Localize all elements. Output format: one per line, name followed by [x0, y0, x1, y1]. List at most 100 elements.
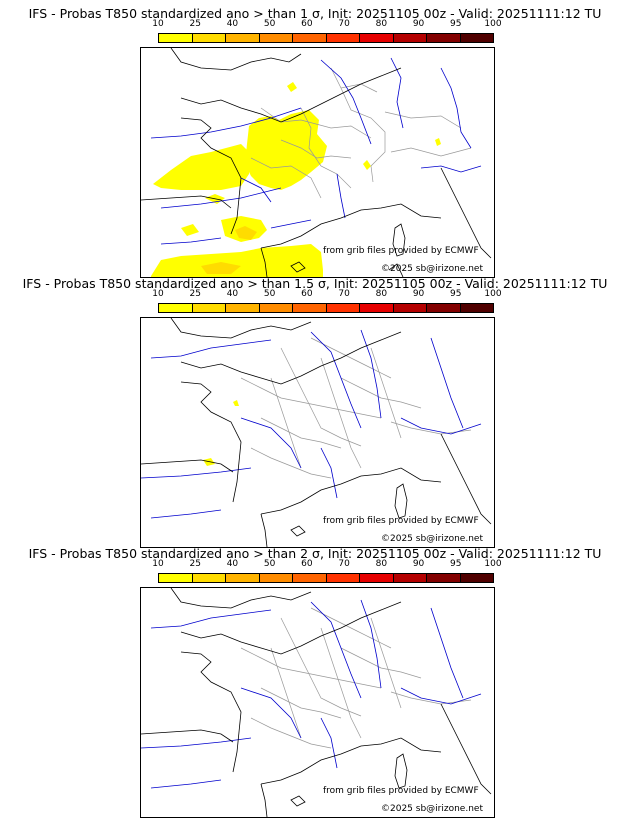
colorbar-tick-label: 80 [375, 289, 388, 299]
coast-channel [180, 67, 402, 123]
colorbar-segment [226, 304, 260, 312]
coast-brittany [180, 117, 242, 235]
border-line [260, 417, 342, 449]
colorbar-tick-label: 90 [412, 289, 425, 299]
coast-iberia-east [260, 783, 268, 817]
probability-field-mid [201, 226, 257, 274]
coast-corsica [394, 483, 408, 519]
border-line [240, 647, 382, 689]
colorbar-tick-label: 25 [189, 19, 201, 29]
colorbar-tick-label: 50 [263, 559, 276, 569]
river-line [150, 509, 222, 519]
prob-area-small [181, 224, 199, 236]
colorbar-segment [427, 34, 461, 42]
border-line [310, 607, 392, 649]
prob-area-dot [233, 400, 239, 406]
river-line [310, 601, 362, 699]
credit-source: from grib files provided by ECMWF [323, 246, 479, 256]
prob-area-south [151, 244, 323, 277]
rivers [150, 57, 482, 245]
coast-corsica [394, 753, 408, 789]
admin-borders [240, 607, 472, 749]
colorbar-tick-label: 70 [338, 19, 350, 29]
river-line [320, 447, 338, 499]
colorbar [158, 33, 494, 43]
river-line [240, 177, 272, 203]
panel-2sigma: IFS - Probas T850 standardized ano > tha… [0, 546, 630, 818]
river-line [430, 607, 464, 699]
colorbar-segment [360, 304, 394, 312]
coastlines [141, 588, 492, 817]
colorbar-tick-label: 80 [375, 559, 388, 569]
coast-med [260, 737, 442, 785]
coast-corsica [392, 223, 406, 257]
prob-area-north [287, 82, 297, 92]
river-line [400, 687, 482, 705]
colorbar-segment [427, 304, 461, 312]
coast-italy [440, 167, 492, 259]
river-line [150, 107, 302, 139]
coast-spain [141, 729, 234, 743]
colorbar-tick-label: 95 [450, 289, 462, 299]
colorbar-tick-label: 40 [226, 19, 239, 29]
coast-med [260, 467, 442, 515]
colorbar-tick-label: 10 [152, 19, 164, 29]
coast-uk [170, 588, 312, 609]
colorbar-segment [293, 574, 327, 582]
colorbar-tick-label: 25 [189, 559, 201, 569]
colorbar-segment [226, 574, 260, 582]
coast-brittany [180, 381, 242, 503]
colorbar-tick-label: 90 [412, 559, 425, 569]
river-line [240, 687, 302, 739]
panel-1sigma: IFS - Probas T850 standardized ano > tha… [0, 6, 630, 278]
colorbar-segment [192, 34, 226, 42]
border-line [370, 617, 402, 709]
credit-copyright: ©2025 sb@irizone.net [381, 534, 483, 544]
river-line [360, 329, 382, 419]
credit-source: from grib files provided by ECMWF [323, 786, 479, 796]
colorbar-tick-label: 100 [484, 559, 502, 569]
colorbar-segment [326, 34, 360, 42]
admin-borders [250, 67, 472, 199]
colorbar-tick-label: 80 [375, 19, 388, 29]
border-line [384, 111, 462, 129]
river-line [141, 737, 252, 749]
rivers [141, 599, 482, 789]
colorbar-tick-label: 50 [263, 19, 276, 29]
coast-uk [170, 318, 312, 339]
river-line [400, 417, 482, 435]
border-line [310, 337, 392, 379]
colorbar-tick-label: 70 [338, 289, 350, 299]
border-line [250, 447, 332, 479]
credit-copyright: ©2025 sb@irizone.net [381, 264, 483, 274]
coast-uk [170, 48, 302, 71]
coast-spain [141, 195, 232, 209]
prob-area-east [363, 160, 371, 170]
colorbar-segment [259, 304, 293, 312]
coast-iberia-east [260, 247, 268, 277]
colorbar-tick-label: 100 [484, 289, 502, 299]
colorbar-segment [460, 34, 493, 42]
coast-italy [440, 433, 492, 525]
river-line [440, 67, 472, 149]
coastlines [141, 318, 492, 547]
river-line [150, 339, 272, 359]
colorbar-tick-label: 100 [484, 19, 502, 29]
colorbar-tick-label: 10 [152, 289, 164, 299]
colorbar-tick-label: 25 [189, 289, 201, 299]
colorbar-segment [293, 304, 327, 312]
colorbar-segment [326, 304, 360, 312]
river-line [336, 173, 346, 219]
panel-1-5sigma: IFS - Probas T850 standardized ano > tha… [0, 276, 630, 548]
colorbar-segment [192, 304, 226, 312]
colorbar-segment [326, 574, 360, 582]
prob-area-mid [235, 226, 257, 240]
river-line [160, 237, 222, 245]
coast-med [260, 203, 442, 249]
colorbar-segment [360, 574, 394, 582]
colorbar-tick-label: 50 [263, 289, 276, 299]
border-line [280, 347, 362, 447]
panel-title: IFS - Probas T850 standardized ano > tha… [22, 276, 608, 291]
coast-iberia-east [260, 513, 268, 547]
border-line [280, 139, 352, 159]
